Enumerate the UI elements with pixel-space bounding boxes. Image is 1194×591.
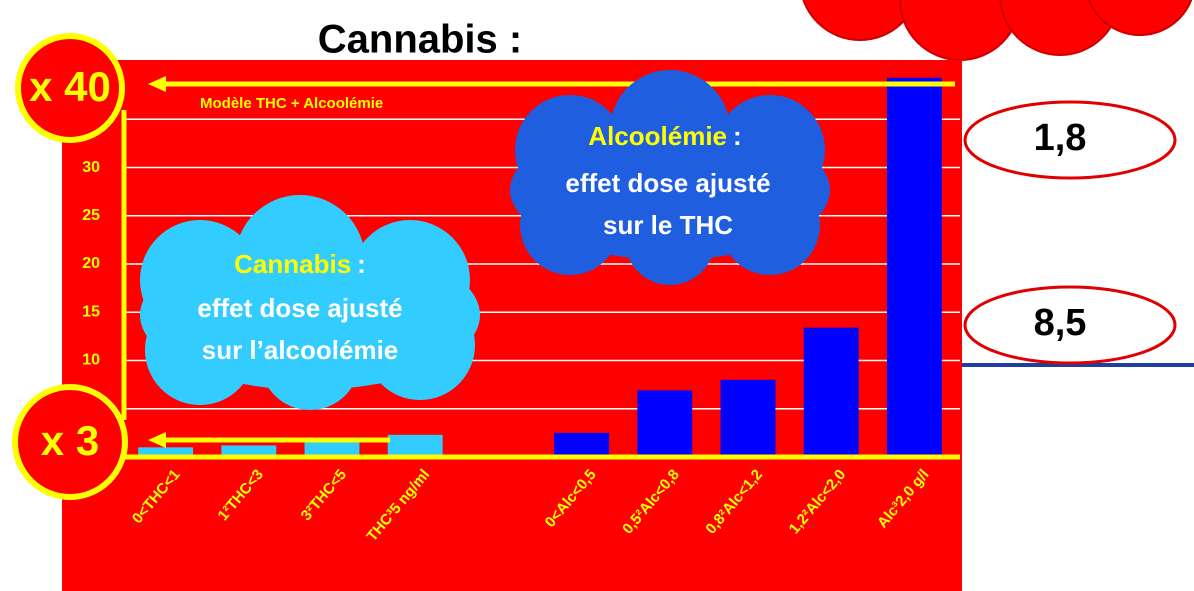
cloud-heading: Cannabis:: [234, 249, 366, 279]
cloud-line: sur le THC: [603, 210, 733, 240]
cloud-line: effet dose ajusté: [197, 293, 402, 323]
cloud-colon: :: [733, 121, 742, 151]
y-tick-label: 10: [82, 352, 100, 369]
multiplier-label: x 3: [41, 417, 99, 464]
slide-title: Cannabis :: [318, 18, 522, 62]
red-cloud: [800, 0, 1194, 60]
bar: [637, 390, 692, 457]
bar: [388, 435, 443, 457]
bar: [554, 433, 609, 457]
y-tick-label: 15: [82, 303, 100, 320]
page: Cannabis : 51015202530350<THC<11²THC<33²…: [0, 0, 1194, 591]
slide: Cannabis : 51015202530350<THC<11²THC<33²…: [0, 0, 1194, 591]
y-tick-label: 25: [82, 207, 100, 224]
y-tick-label: 20: [82, 255, 100, 272]
odds-ratio: 1,8: [1034, 117, 1087, 159]
cloud-colon: :: [357, 249, 366, 279]
bar: [721, 380, 776, 457]
bar: [887, 78, 942, 457]
model-label: Modèle THC + Alcoolémie: [200, 95, 383, 112]
cloud-heading-word: Cannabis: [234, 249, 351, 279]
y-tick-label: 30: [82, 159, 100, 176]
cloud-heading-word: Alcoolémie: [588, 121, 727, 151]
bar: [804, 328, 859, 457]
cloud-heading: Alcoolémie:: [588, 121, 741, 151]
odds-ratio: 8,5: [1034, 302, 1087, 344]
cloud-line: effet dose ajusté: [565, 168, 770, 198]
cloud-line: sur l’alcoolémie: [202, 335, 399, 365]
multiplier-label: x 40: [29, 63, 111, 110]
